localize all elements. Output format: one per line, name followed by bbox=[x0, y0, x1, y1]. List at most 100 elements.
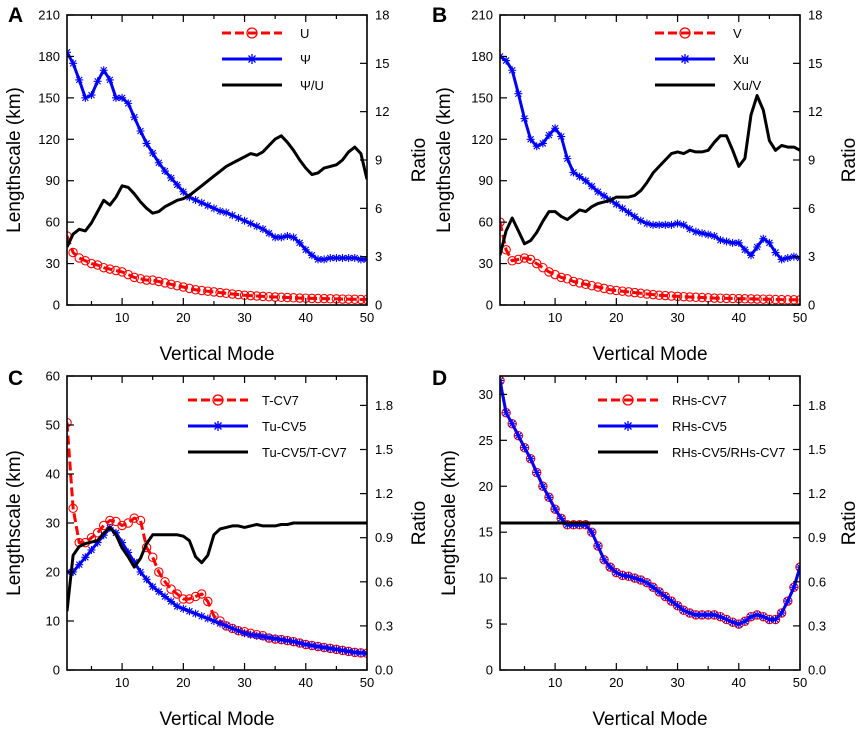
legend: V Xu Xu/V bbox=[655, 26, 762, 93]
panel-letter: A bbox=[8, 4, 23, 27]
data-point bbox=[141, 275, 152, 285]
data-point bbox=[80, 256, 91, 266]
y-tick-label-right: 9 bbox=[808, 153, 815, 168]
data-point bbox=[191, 609, 200, 618]
data-point bbox=[277, 635, 286, 644]
x-tick-label: 10 bbox=[115, 675, 129, 690]
y-tick-label-left: 210 bbox=[471, 8, 493, 23]
legend-marker bbox=[623, 421, 633, 431]
data-point bbox=[265, 633, 274, 642]
data-point bbox=[611, 285, 622, 296]
data-point bbox=[69, 59, 78, 68]
y-tick-label-left: 90 bbox=[479, 173, 493, 188]
y-tick-label-right: 18 bbox=[808, 8, 822, 23]
data-point bbox=[660, 591, 671, 602]
data-point bbox=[654, 290, 664, 301]
legend-label: Xu bbox=[733, 52, 749, 67]
y-tick-label-left: 90 bbox=[46, 173, 60, 188]
y-tick-label-left: 20 bbox=[46, 565, 60, 580]
legend-label: RHs-CV7 bbox=[672, 393, 727, 408]
data-point bbox=[228, 624, 237, 633]
y-tick-label-right: 15 bbox=[375, 56, 389, 71]
y-tick-label-left: 50 bbox=[46, 418, 60, 433]
data-point bbox=[117, 267, 127, 277]
y-tick-label-left: 30 bbox=[46, 516, 60, 531]
data-point bbox=[154, 158, 163, 167]
data-point bbox=[105, 75, 114, 84]
data-point bbox=[184, 283, 195, 294]
data-point bbox=[557, 132, 566, 141]
data-point bbox=[252, 222, 261, 231]
data-point bbox=[502, 56, 511, 65]
data-point bbox=[587, 527, 597, 537]
data-point bbox=[532, 142, 541, 151]
data-point bbox=[777, 255, 786, 264]
data-point bbox=[160, 167, 169, 176]
data-point bbox=[611, 567, 622, 578]
data-point bbox=[209, 617, 218, 625]
y-tick-label-left: 0 bbox=[486, 663, 493, 678]
x-tick-label: 30 bbox=[670, 310, 684, 325]
data-point bbox=[313, 293, 323, 304]
data-point bbox=[332, 645, 341, 654]
series-line bbox=[67, 134, 367, 248]
data-point bbox=[636, 216, 645, 225]
data-point bbox=[563, 520, 572, 529]
data-point bbox=[314, 642, 323, 651]
legend-marker bbox=[213, 421, 223, 431]
series-- bbox=[67, 48, 367, 264]
data-point bbox=[252, 291, 262, 301]
data-point bbox=[531, 467, 542, 478]
data-point bbox=[502, 408, 511, 417]
data-point bbox=[642, 578, 651, 587]
legend-marker bbox=[622, 394, 634, 406]
data-point bbox=[129, 513, 140, 523]
data-point bbox=[587, 280, 597, 291]
x-tick-label: 50 bbox=[360, 675, 374, 690]
data-point bbox=[538, 262, 548, 273]
data-point bbox=[197, 612, 206, 621]
data-point bbox=[258, 291, 268, 302]
series-rhs-cv7 bbox=[500, 376, 800, 629]
y-tick-label-left: 25 bbox=[479, 433, 493, 448]
data-point bbox=[356, 648, 365, 657]
series-v bbox=[500, 217, 800, 305]
y-axis-label-left: Lengthscale (km) bbox=[439, 450, 460, 596]
x-axis-label: Vertical Mode bbox=[159, 344, 274, 365]
panel-a: 10 20 30 40 5003060901201501802100369121518V… bbox=[4, 4, 430, 365]
y-tick-label-right: 12 bbox=[808, 104, 822, 119]
series-line bbox=[67, 526, 367, 655]
data-point bbox=[606, 563, 615, 572]
data-point bbox=[569, 520, 578, 529]
data-point bbox=[648, 289, 658, 300]
data-point bbox=[67, 417, 72, 428]
y-tick-label-left: 120 bbox=[38, 132, 60, 147]
data-point bbox=[678, 605, 689, 616]
data-point bbox=[685, 292, 695, 302]
data-point bbox=[691, 227, 700, 236]
data-point bbox=[734, 238, 743, 247]
data-point bbox=[87, 545, 96, 554]
y-tick-label-right: 3 bbox=[808, 249, 815, 264]
x-axis-label: Vertical Mode bbox=[159, 709, 274, 729]
data-point bbox=[81, 553, 90, 562]
data-point bbox=[258, 632, 267, 641]
data-point bbox=[350, 294, 360, 305]
data-point bbox=[160, 592, 169, 601]
y-tick-label-left: 40 bbox=[46, 467, 60, 482]
x-tick-label: 50 bbox=[793, 310, 807, 325]
data-point bbox=[197, 198, 206, 207]
data-point bbox=[526, 135, 535, 144]
panel-letter: B bbox=[432, 4, 447, 27]
data-point bbox=[338, 254, 347, 263]
x-tick-label: 30 bbox=[237, 310, 251, 325]
legend-label: Tu-CV5 bbox=[262, 419, 306, 434]
data-point bbox=[203, 596, 213, 607]
legend-marker bbox=[246, 27, 258, 39]
data-point bbox=[326, 254, 335, 263]
data-point bbox=[301, 640, 310, 649]
x-tick-label: 40 bbox=[299, 675, 313, 690]
data-point bbox=[178, 594, 189, 604]
series-u bbox=[67, 231, 367, 305]
data-point bbox=[654, 587, 664, 597]
